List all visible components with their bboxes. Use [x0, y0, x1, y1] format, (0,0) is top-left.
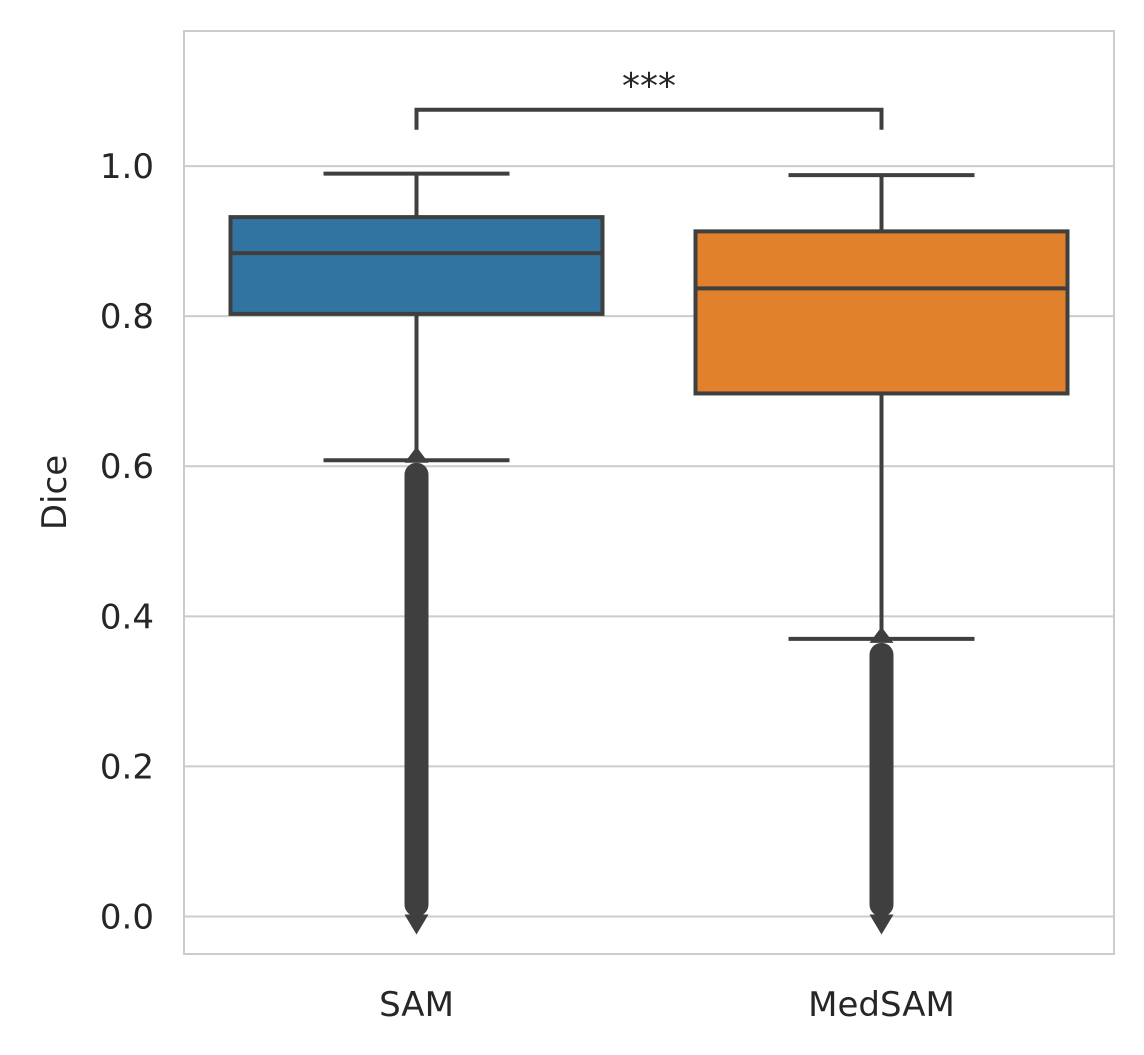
outlier-band	[404, 462, 429, 917]
y-axis-label: Dice	[35, 455, 75, 530]
outlier-band	[869, 642, 894, 917]
y-ticks: 0.0 0.2 0.4 0.6 0.8 1.0	[100, 147, 154, 937]
y-tick-label: 1.0	[100, 147, 154, 187]
box-sam	[228, 171, 605, 935]
significance-annotation: ***	[414, 66, 884, 130]
box-body	[693, 229, 1070, 396]
significance-label: ***	[622, 66, 676, 107]
box-body	[228, 215, 605, 316]
outlier-marker-top	[404, 446, 429, 463]
outlier-marker-bottom	[869, 914, 894, 935]
x-tick-label: MedSAM	[808, 985, 955, 1025]
y-tick-label: 0.2	[100, 747, 154, 787]
grid-lines	[184, 165, 1114, 918]
x-ticks: SAM MedSAM	[379, 985, 955, 1025]
outlier-marker-bottom	[404, 914, 429, 935]
y-tick-label: 0.4	[100, 597, 154, 637]
x-tick-label: SAM	[379, 985, 454, 1025]
boxes	[228, 171, 1070, 935]
significance-bracket	[414, 107, 884, 130]
box-medsam	[693, 173, 1070, 935]
y-tick-label: 0.0	[100, 897, 154, 937]
outlier-marker-top	[869, 626, 894, 643]
y-tick-label: 0.8	[100, 297, 154, 337]
y-tick-label: 0.6	[100, 447, 154, 487]
plot-frame	[183, 30, 1115, 955]
